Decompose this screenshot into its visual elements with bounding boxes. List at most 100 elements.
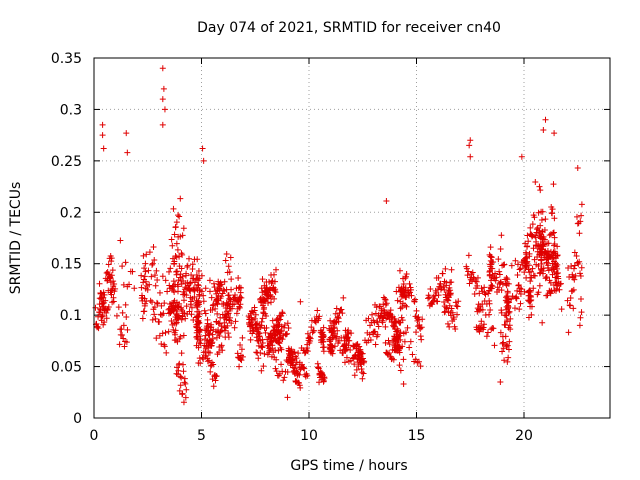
data-point	[577, 314, 584, 321]
data-point	[272, 286, 279, 293]
data-point	[367, 322, 374, 329]
data-point	[172, 252, 179, 259]
data-point	[565, 264, 572, 271]
data-point	[99, 312, 106, 319]
data-point	[183, 292, 190, 299]
data-point	[568, 263, 575, 270]
data-point	[271, 271, 278, 278]
data-point	[161, 343, 168, 350]
data-point	[183, 270, 190, 277]
x-tick-label: 10	[300, 428, 318, 444]
data-point	[539, 242, 546, 249]
data-point	[381, 296, 388, 303]
data-point	[532, 234, 539, 241]
data-point	[227, 254, 234, 261]
data-point	[448, 266, 455, 273]
data-point	[266, 345, 273, 352]
data-point	[465, 252, 472, 259]
data-point	[99, 121, 106, 128]
data-point	[297, 298, 304, 305]
data-point	[273, 368, 280, 375]
data-point	[567, 302, 574, 309]
data-point	[537, 269, 544, 276]
data-point	[180, 368, 187, 375]
data-point	[514, 287, 521, 294]
data-point	[546, 277, 553, 284]
data-point	[259, 276, 266, 283]
data-point	[198, 272, 205, 279]
data-point	[518, 286, 525, 293]
data-point	[315, 365, 322, 372]
data-point	[357, 346, 364, 353]
data-point	[150, 243, 157, 250]
data-point	[546, 232, 553, 239]
data-point	[466, 142, 473, 149]
data-point	[284, 320, 291, 327]
data-point	[511, 305, 518, 312]
data-point	[153, 299, 160, 306]
data-point	[536, 282, 543, 289]
data-point	[152, 282, 159, 289]
data-point	[338, 334, 345, 341]
data-point	[171, 337, 178, 344]
data-point	[292, 353, 299, 360]
data-point	[381, 308, 388, 315]
data-point	[463, 265, 470, 272]
data-point	[141, 308, 148, 315]
data-point	[435, 292, 442, 299]
data-point	[100, 321, 107, 328]
data-point	[353, 366, 360, 373]
data-point	[225, 334, 232, 341]
data-point	[476, 328, 483, 335]
data-point	[454, 303, 461, 310]
data-point	[474, 274, 481, 281]
data-point	[124, 326, 131, 333]
data-point	[538, 265, 545, 272]
data-point	[173, 319, 180, 326]
data-point	[293, 359, 300, 366]
data-point	[504, 342, 511, 349]
data-point	[471, 275, 478, 282]
data-point	[186, 255, 193, 262]
data-point	[335, 318, 342, 325]
data-point	[495, 256, 502, 263]
data-point	[162, 277, 169, 284]
data-point	[296, 371, 303, 378]
data-point	[351, 372, 358, 379]
data-point	[200, 157, 207, 164]
data-point	[504, 317, 511, 324]
data-point	[218, 293, 225, 300]
data-point	[178, 350, 185, 357]
data-point	[269, 332, 276, 339]
data-point	[446, 323, 453, 330]
data-point	[541, 249, 548, 256]
data-point	[258, 322, 265, 329]
data-point	[236, 284, 243, 291]
data-point	[145, 267, 152, 274]
data-point	[184, 311, 191, 318]
data-point	[404, 324, 411, 331]
data-point	[473, 278, 480, 285]
data-point	[574, 165, 581, 172]
data-point	[151, 256, 158, 263]
data-point	[228, 320, 235, 327]
data-point	[138, 284, 145, 291]
data-point	[225, 310, 232, 317]
data-point	[108, 287, 115, 294]
data-point	[247, 336, 254, 343]
data-point	[569, 287, 576, 294]
data-point	[508, 262, 515, 269]
data-point	[535, 263, 542, 270]
chart-title: Day 074 of 2021, SRMTID for receiver cn4…	[197, 20, 501, 36]
data-point	[170, 278, 177, 285]
data-point	[255, 329, 262, 336]
data-point	[223, 251, 230, 258]
data-point	[104, 307, 111, 314]
data-point	[272, 337, 279, 344]
data-point	[441, 286, 448, 293]
data-point	[227, 305, 234, 312]
data-point	[505, 354, 512, 361]
data-point	[100, 145, 107, 152]
data-point	[538, 217, 545, 224]
data-point	[123, 339, 130, 346]
